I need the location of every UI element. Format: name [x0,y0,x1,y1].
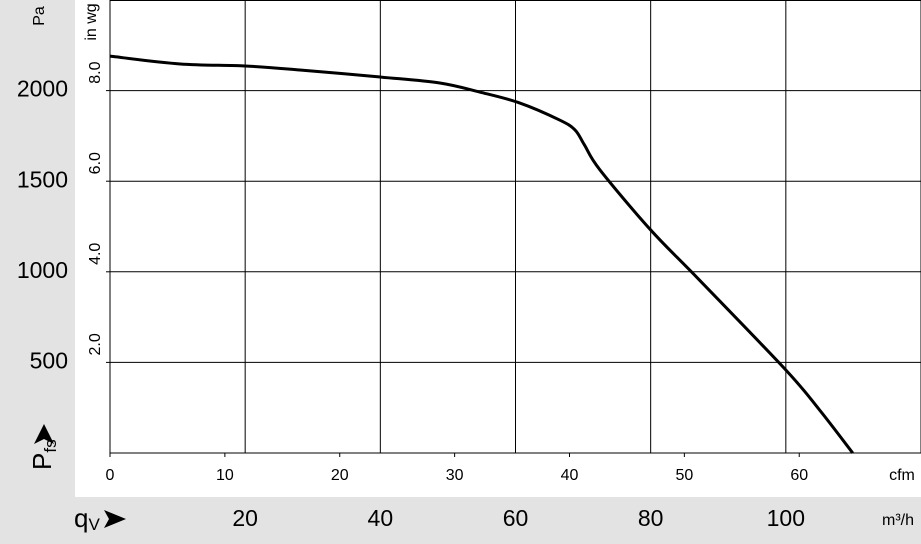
y-label: Pfs [27,424,61,470]
y2-tick-label: 6.0 [87,152,104,174]
x-unit: m³/h [882,512,914,529]
x2-tick-label: 20 [331,467,349,484]
x-tick-label: 20 [232,505,258,531]
y-unit: Pa [31,6,48,26]
x2-tick-label: 30 [446,467,464,484]
curve [109,54,854,454]
x-tick-label: 60 [503,505,529,531]
y-tick-label: 500 [30,347,68,373]
x-arrow [104,510,126,528]
y2-tick-label: 8.0 [87,61,104,83]
x-tick-label: 100 [767,505,805,531]
x2-tick-label: 10 [216,467,234,484]
x2-tick-label: 60 [790,467,808,484]
x2-tick-label: 40 [561,467,579,484]
y2-unit: in wg [83,3,100,40]
x2-tick-label: 0 [106,467,115,484]
y-tick-label: 1000 [17,257,68,283]
x2-tick-label: 50 [675,467,693,484]
y2-tick-label: 2.0 [87,333,104,355]
bottom-band [0,497,921,544]
x-label: qV [74,503,100,535]
y-arrow [34,424,54,444]
y2-tick-label: 4.0 [87,243,104,265]
left-band [0,0,75,497]
x-tick-label: 80 [638,505,664,531]
y-tick-label: 1500 [17,166,68,192]
y-label-main: Pfs [27,439,61,470]
x2-unit: cfm [889,467,915,484]
y-tick-label: 2000 [17,76,68,102]
x-tick-label: 40 [368,505,394,531]
